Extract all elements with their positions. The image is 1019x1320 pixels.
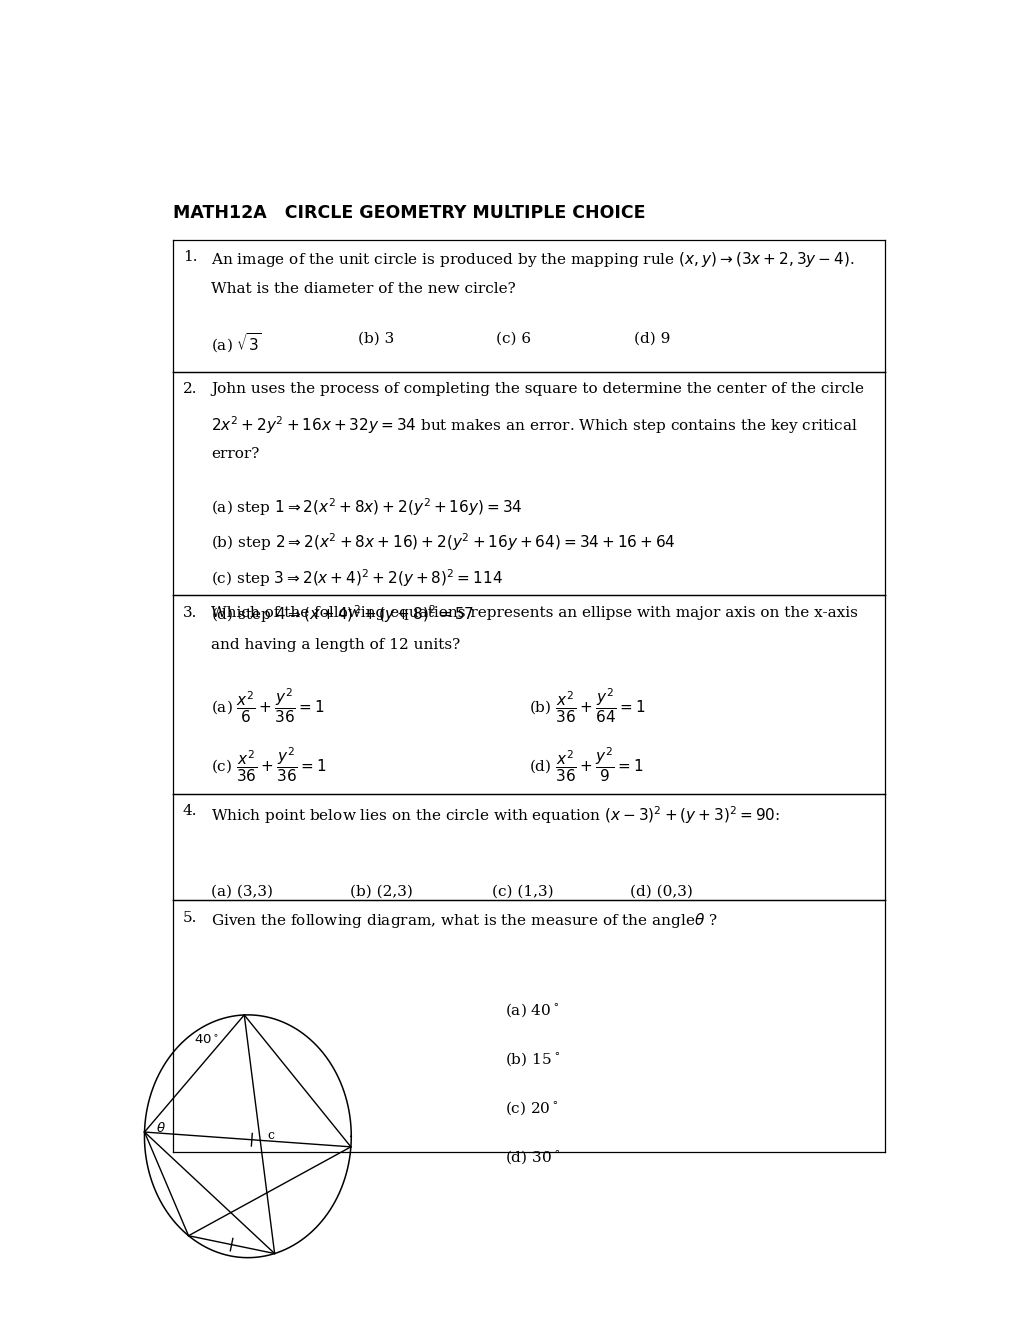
Text: (d) step $4 \Rightarrow (x + 4)^2 + (y + 8)^2 = 57$: (d) step $4 \Rightarrow (x + 4)^2 + (y +…	[211, 603, 473, 624]
Text: 3.: 3.	[182, 606, 197, 619]
Text: error?: error?	[211, 447, 260, 461]
Text: (b) (2,3): (b) (2,3)	[350, 886, 412, 899]
Text: $\theta$: $\theta$	[156, 1122, 165, 1135]
Text: (d) $\dfrac{x^2}{36} + \dfrac{y^2}{9} = 1$: (d) $\dfrac{x^2}{36} + \dfrac{y^2}{9} = …	[529, 746, 643, 784]
Text: (a) step $1 \Rightarrow 2(x^2 + 8x) + 2(y^2 + 16y) = 34$: (a) step $1 \Rightarrow 2(x^2 + 8x) + 2(…	[211, 496, 523, 517]
Text: (a) $\sqrt{3}$: (a) $\sqrt{3}$	[211, 331, 262, 355]
Text: (c) 6: (c) 6	[495, 331, 531, 346]
Text: and having a length of 12 units?: and having a length of 12 units?	[211, 638, 461, 652]
Text: c: c	[267, 1130, 274, 1142]
Text: Which of the following equations represents an ellipse with major axis on the x-: Which of the following equations represe…	[211, 606, 857, 619]
Text: An image of the unit circle is produced by the mapping rule $(x, y) \rightarrow : An image of the unit circle is produced …	[211, 249, 854, 269]
Text: (c) 20$^\circ$: (c) 20$^\circ$	[504, 1100, 558, 1117]
Text: (d) 30$^\circ$: (d) 30$^\circ$	[504, 1148, 560, 1166]
Text: 5.: 5.	[182, 911, 197, 924]
Text: (c) $\dfrac{x^2}{36} + \dfrac{y^2}{36} = 1$: (c) $\dfrac{x^2}{36} + \dfrac{y^2}{36} =…	[211, 746, 326, 784]
Text: (c) step $3 \Rightarrow 2(x + 4)^2 + 2(y + 8)^2 = 114$: (c) step $3 \Rightarrow 2(x + 4)^2 + 2(y…	[211, 568, 502, 589]
Text: Given the following diagram, what is the measure of the angle$\theta$ ?: Given the following diagram, what is the…	[211, 911, 717, 929]
Text: 1.: 1.	[182, 249, 197, 264]
Text: What is the diameter of the new circle?: What is the diameter of the new circle?	[211, 282, 516, 297]
Text: $2x^2 + 2y^2 + 16x + 32y = 34$ but makes an error. Which step contains the key c: $2x^2 + 2y^2 + 16x + 32y = 34$ but makes…	[211, 414, 857, 436]
Text: $40^\circ$: $40^\circ$	[194, 1034, 219, 1047]
Text: (b) 15$^\circ$: (b) 15$^\circ$	[504, 1051, 560, 1068]
Text: (b) 3: (b) 3	[358, 331, 393, 346]
Text: MATH12A   CIRCLE GEOMETRY MULTIPLE CHOICE: MATH12A CIRCLE GEOMETRY MULTIPLE CHOICE	[173, 205, 645, 222]
Text: (c) (1,3): (c) (1,3)	[491, 886, 553, 899]
Text: (a) 40$^\circ$: (a) 40$^\circ$	[504, 1002, 559, 1019]
Text: 4.: 4.	[182, 804, 197, 818]
Text: (d) 9: (d) 9	[634, 331, 669, 346]
Text: (a) (3,3): (a) (3,3)	[211, 886, 273, 899]
Text: (b) step $2 \Rightarrow 2(x^2 + 8x + 16) + 2(y^2 + 16y + 64) = 34 + 16 + 64$: (b) step $2 \Rightarrow 2(x^2 + 8x + 16)…	[211, 532, 676, 553]
Text: 2.: 2.	[182, 381, 197, 396]
Text: (a) $\dfrac{x^2}{6} + \dfrac{y^2}{36} = 1$: (a) $\dfrac{x^2}{6} + \dfrac{y^2}{36} = …	[211, 686, 325, 726]
Text: (b) $\dfrac{x^2}{36} + \dfrac{y^2}{64} = 1$: (b) $\dfrac{x^2}{36} + \dfrac{y^2}{64} =…	[529, 686, 645, 726]
Text: (d) (0,3): (d) (0,3)	[630, 886, 693, 899]
Text: Which point below lies on the circle with equation $(x-3)^2 + (y+3)^2 = 90$:: Which point below lies on the circle wit…	[211, 804, 780, 825]
Text: John uses the process of completing the square to determine the center of the ci: John uses the process of completing the …	[211, 381, 863, 396]
